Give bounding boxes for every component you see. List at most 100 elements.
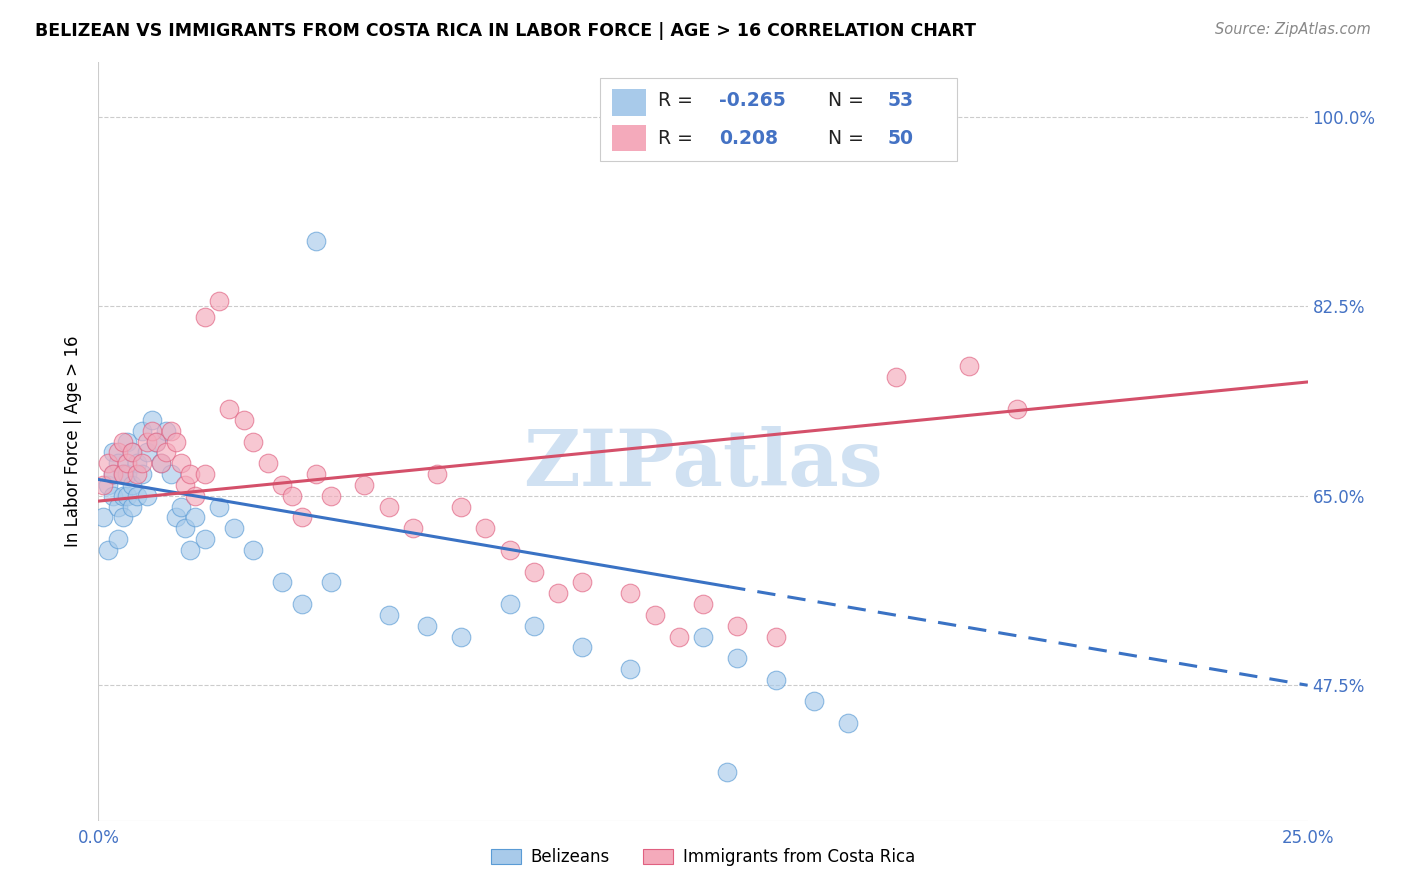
Text: 50: 50 — [889, 128, 914, 148]
Point — [117, 467, 139, 481]
Point — [145, 434, 167, 449]
Legend: Belizeans, Immigrants from Costa Rica: Belizeans, Immigrants from Costa Rica — [484, 842, 922, 873]
Point — [150, 456, 173, 470]
Point — [169, 500, 191, 514]
Point — [725, 618, 748, 632]
Point — [402, 521, 425, 535]
Point — [290, 510, 312, 524]
Text: -0.265: -0.265 — [718, 91, 786, 110]
Point — [101, 467, 124, 481]
Point — [97, 542, 120, 557]
Point — [179, 467, 201, 481]
Point — [523, 565, 546, 579]
Point — [194, 532, 217, 546]
Point — [97, 478, 120, 492]
Point — [174, 521, 197, 535]
FancyBboxPatch shape — [600, 78, 957, 161]
Point — [155, 445, 177, 459]
Point — [208, 293, 231, 308]
Point — [150, 456, 173, 470]
Point — [127, 489, 149, 503]
Point — [155, 424, 177, 438]
Point — [111, 510, 134, 524]
Point — [174, 478, 197, 492]
Point — [91, 510, 114, 524]
Point — [131, 467, 153, 481]
Point — [160, 424, 183, 438]
Point — [619, 662, 641, 676]
Point — [498, 542, 520, 557]
Point — [121, 445, 143, 459]
Point — [165, 510, 187, 524]
Text: R =: R = — [658, 91, 699, 110]
Point — [117, 434, 139, 449]
Point — [131, 456, 153, 470]
Point — [184, 489, 207, 503]
Point — [668, 630, 690, 644]
Point — [111, 434, 134, 449]
Point — [117, 456, 139, 470]
Point — [256, 456, 278, 470]
Point — [1007, 402, 1029, 417]
Text: N =: N = — [828, 91, 869, 110]
Point — [194, 310, 217, 324]
Point — [290, 597, 312, 611]
Point — [218, 402, 240, 417]
Point — [377, 607, 399, 622]
Point — [127, 467, 149, 481]
Point — [91, 478, 114, 492]
Point — [135, 489, 157, 503]
Point — [135, 434, 157, 449]
Point — [547, 586, 569, 600]
Point — [179, 542, 201, 557]
Point — [305, 234, 328, 248]
Point — [692, 597, 714, 611]
Text: N =: N = — [828, 128, 869, 148]
Point — [208, 500, 231, 514]
Text: R =: R = — [658, 128, 699, 148]
Point — [117, 489, 139, 503]
Text: 0.208: 0.208 — [718, 128, 778, 148]
Point — [957, 359, 980, 373]
Point — [474, 521, 496, 535]
Point — [165, 434, 187, 449]
Point — [194, 467, 217, 481]
FancyBboxPatch shape — [613, 125, 647, 151]
Point — [281, 489, 304, 503]
Point — [319, 489, 342, 503]
FancyBboxPatch shape — [613, 89, 647, 116]
Point — [571, 575, 593, 590]
Point — [121, 478, 143, 492]
Point — [127, 456, 149, 470]
Point — [111, 467, 134, 481]
Text: 53: 53 — [889, 91, 914, 110]
Point — [121, 500, 143, 514]
Point — [111, 467, 134, 481]
Point — [426, 467, 449, 481]
Point — [141, 413, 163, 427]
Point — [271, 575, 294, 590]
Point — [145, 434, 167, 449]
Text: Source: ZipAtlas.com: Source: ZipAtlas.com — [1215, 22, 1371, 37]
Point — [111, 489, 134, 503]
Point — [242, 434, 264, 449]
Point — [803, 694, 825, 708]
Point — [716, 764, 738, 779]
Point — [450, 630, 472, 644]
Point — [765, 673, 787, 687]
Point — [160, 467, 183, 481]
Point — [416, 618, 439, 632]
Point — [498, 597, 520, 611]
Point — [619, 586, 641, 600]
Y-axis label: In Labor Force | Age > 16: In Labor Force | Age > 16 — [65, 335, 83, 548]
Point — [305, 467, 328, 481]
Point — [121, 445, 143, 459]
Point — [319, 575, 342, 590]
Point — [222, 521, 245, 535]
Text: BELIZEAN VS IMMIGRANTS FROM COSTA RICA IN LABOR FORCE | AGE > 16 CORRELATION CHA: BELIZEAN VS IMMIGRANTS FROM COSTA RICA I… — [35, 22, 976, 40]
Point — [450, 500, 472, 514]
Point — [644, 607, 666, 622]
Point — [765, 630, 787, 644]
Point — [523, 618, 546, 632]
Point — [692, 630, 714, 644]
